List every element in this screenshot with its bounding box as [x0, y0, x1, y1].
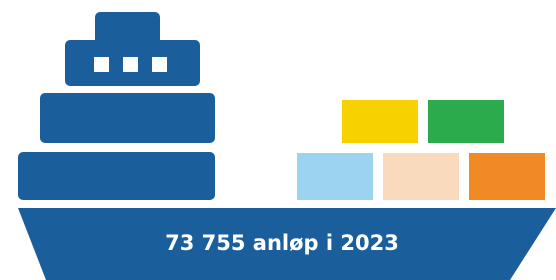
container [428, 100, 504, 143]
ship-deck-upper [40, 93, 215, 143]
container [383, 153, 459, 200]
window [123, 57, 138, 72]
container [469, 153, 545, 200]
caption: 73 755 anløp i 2023 [165, 231, 399, 255]
ship-deck-lower [18, 152, 215, 200]
ship-illustration: 73 755 anløp i 2023 [0, 0, 556, 280]
page: 73 755 anløp i 2023 (() => { const data … [0, 0, 556, 280]
window [152, 57, 167, 72]
window [94, 57, 109, 72]
container [342, 100, 418, 143]
container [297, 153, 373, 200]
